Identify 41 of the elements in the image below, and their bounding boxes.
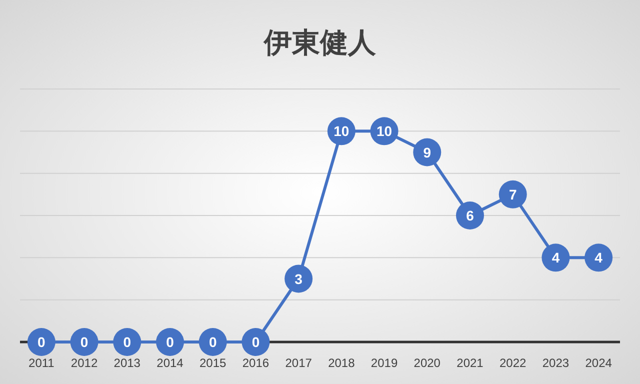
x-tick-label: 2023 — [542, 356, 570, 370]
point — [70, 328, 98, 356]
data-label: 10 — [334, 123, 350, 140]
data-label: 6 — [466, 208, 474, 224]
x-tick-label: 2024 — [585, 356, 612, 370]
point — [27, 328, 56, 356]
point — [584, 244, 613, 272]
x-tick-label: 2012 — [70, 356, 98, 370]
x-tick-label: 2015 — [200, 356, 227, 370]
x-tick-label: 2016 — [242, 356, 270, 370]
x-tick-label: 2021 — [456, 356, 484, 370]
x-tick-label: 2013 — [114, 356, 141, 370]
point — [198, 328, 227, 356]
x-tick-label: 2018 — [328, 356, 356, 370]
data-label: 0 — [38, 334, 46, 350]
point — [284, 264, 313, 293]
data-label: 0 — [166, 334, 174, 350]
point — [542, 244, 570, 272]
point — [242, 328, 270, 356]
point — [456, 202, 484, 230]
data-label: 4 — [594, 250, 603, 266]
data-label: 10 — [376, 123, 392, 140]
data-label: 4 — [552, 250, 560, 266]
point — [113, 328, 142, 356]
x-tick-label: 2020 — [414, 356, 441, 370]
point — [498, 180, 527, 208]
x-tick-label: 2019 — [370, 356, 398, 370]
data-label: 9 — [423, 144, 432, 160]
x-tick-label: 2022 — [500, 356, 527, 370]
point — [413, 138, 442, 166]
data-label: 0 — [80, 334, 88, 350]
point — [156, 328, 184, 356]
chart-title: 伊東健人 — [263, 27, 377, 58]
data-label: 3 — [294, 270, 303, 287]
x-tick-label: 2011 — [28, 356, 55, 370]
data-label: 7 — [508, 186, 517, 202]
data-label: 0 — [123, 334, 132, 350]
x-tick-label: 2014 — [156, 356, 184, 370]
data-label: 0 — [208, 334, 217, 350]
x-tick-label: 2017 — [285, 356, 312, 370]
data-label: 0 — [252, 334, 260, 350]
